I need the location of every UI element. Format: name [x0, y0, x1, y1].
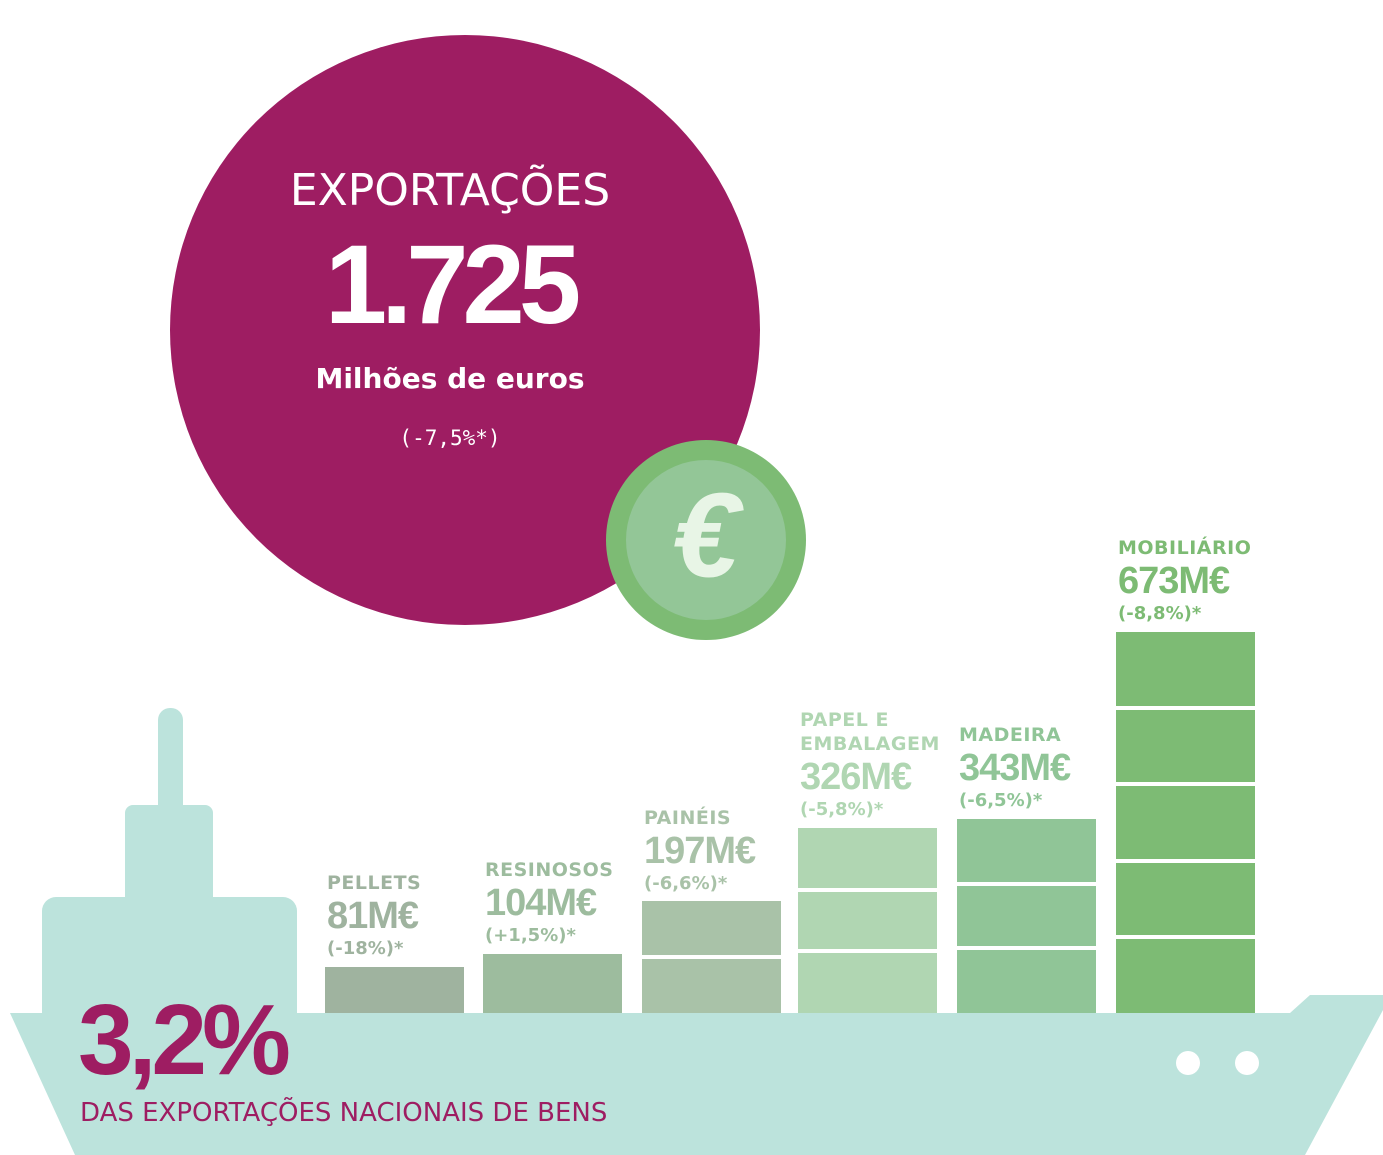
porthole [1235, 1051, 1259, 1075]
porthole [1176, 1051, 1200, 1075]
container-divider [1116, 782, 1255, 787]
ship-hull [10, 995, 1383, 1155]
bar [325, 967, 464, 1013]
change-label: (-6,5%)* [959, 789, 1043, 811]
container-divider [798, 949, 937, 954]
category-label: MADEIRA [959, 723, 1062, 746]
bar [642, 901, 781, 1013]
header-value: 1.725 [324, 222, 581, 347]
export-circle [170, 35, 760, 625]
change-label: (-18%)* [327, 938, 404, 960]
ship-cabin [42, 897, 297, 1037]
coin-symbol: € [673, 469, 745, 603]
container-divider [798, 887, 937, 892]
ship-mast [158, 708, 183, 828]
value-label: 343M€ [959, 746, 1071, 789]
container-divider [957, 946, 1096, 951]
header-change: (-7,5%*) [399, 426, 501, 450]
ship-tower [125, 805, 213, 925]
container-divider [1116, 706, 1255, 711]
bar-label-group: PAPEL E EMBALAGEM 326M€ (-5,8%)* [800, 708, 960, 822]
bar-label-group: RESINOSOS 104M€ (+1,5%)* [485, 858, 645, 948]
value-label: 104M€ [485, 882, 597, 925]
footer-value: 3,2% [78, 984, 291, 1096]
value-label: 673M€ [1118, 560, 1230, 603]
footer-text: DAS EXPORTAÇÕES NACIONAIS DE BENS [80, 1098, 608, 1128]
container-divider [957, 881, 1096, 886]
bar-label-group: PAINÉIS 197M€ (-6,6%)* [644, 806, 804, 896]
container-divider [1116, 934, 1255, 939]
bar-label-group: PELLETS 81M€ (-18%)* [327, 871, 487, 961]
header-unit: Milhões de euros [315, 362, 585, 395]
value-label: 81M€ [327, 895, 419, 938]
value-label: 197M€ [644, 829, 756, 872]
bar [1116, 632, 1255, 1013]
bar [798, 828, 937, 1013]
change-label: (+1,5%)* [485, 925, 576, 947]
category-label: PAPEL E EMBALAGEM [800, 709, 940, 756]
change-label: (-6,6%)* [644, 872, 728, 894]
coin-inner [626, 460, 786, 620]
bar [483, 954, 622, 1013]
bar-label-group: MOBILIÁRIO 673M€ (-8,8%)* [1118, 536, 1278, 626]
change-label: (-5,8%)* [800, 799, 884, 821]
category-label: RESINOSOS [485, 859, 614, 882]
change-label: (-8,8%)* [1118, 603, 1202, 625]
bar-label-group: MADEIRA 343M€ (-6,5%)* [959, 723, 1119, 813]
value-label: 326M€ [800, 756, 912, 799]
header-title: EXPORTAÇÕES [289, 165, 611, 216]
bar [957, 818, 1096, 1013]
container-divider [1116, 858, 1255, 863]
container-divider [642, 955, 781, 960]
category-label: MOBILIÁRIO [1118, 537, 1252, 560]
category-label: PELLETS [327, 872, 422, 895]
category-label: PAINÉIS [644, 806, 732, 829]
